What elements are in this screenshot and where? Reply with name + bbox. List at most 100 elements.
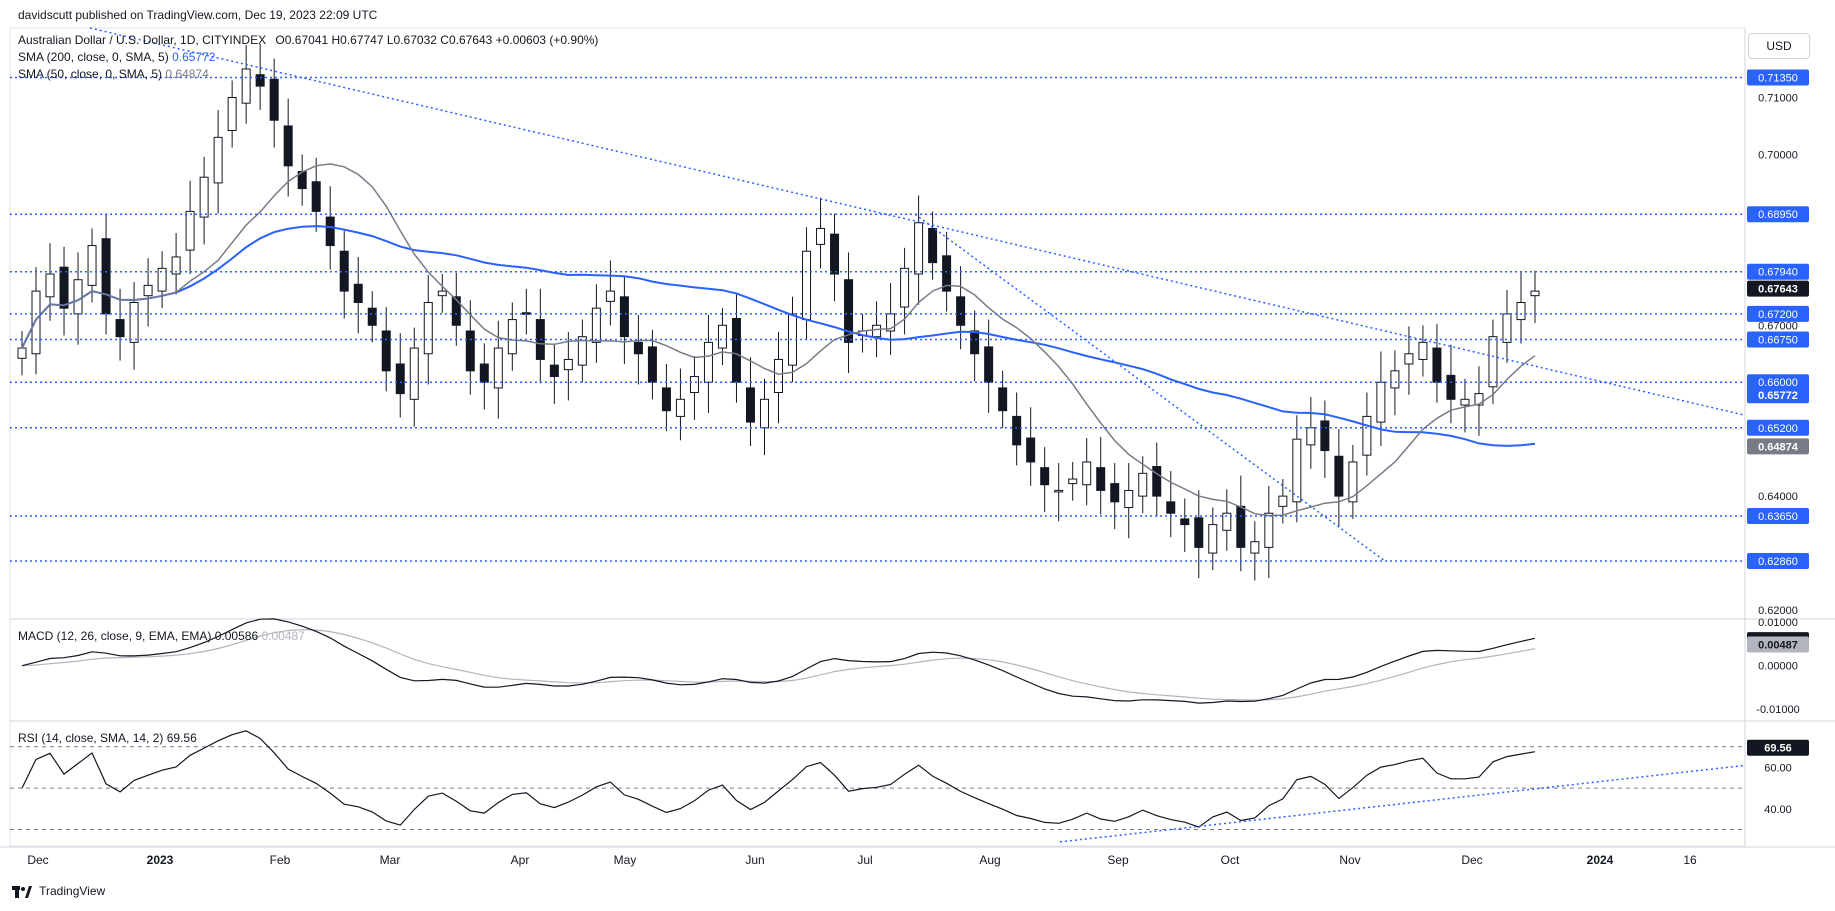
macd-signal-value: 0.00487 [261,629,305,643]
candle [45,273,55,298]
candle [227,96,237,132]
candle [1348,461,1358,503]
candle [563,358,573,371]
candle [409,347,419,400]
ohlc-high: H0.67747 [331,33,384,47]
value-tag-label: 0.65772 [1758,390,1798,402]
sma200-value: 0.65772 [172,50,216,64]
macd-line [21,618,1536,704]
sma200-line [21,225,1536,447]
rsi-legend[interactable]: RSI (14, close, SMA, 14, 2) 69.56 [18,731,197,746]
rsi-value-tag [1747,739,1809,756]
time-tick-label: Dec [27,853,48,867]
candle [1138,472,1148,497]
value-tag-label: 0.64874 [1758,441,1799,453]
candle [1250,541,1260,554]
level-tag-label: 0.67940 [1758,267,1798,279]
level-tag [1747,263,1809,280]
time-tick-label: 2024 [1587,853,1614,867]
candle [283,125,293,167]
sma50-value: 0.64874 [165,67,209,81]
candle [1152,466,1162,497]
candle [87,245,97,286]
candle [605,290,615,302]
candle [1502,313,1512,343]
candle [59,266,69,309]
candle [1292,438,1302,503]
price-axis: 0.71350 0.68950 0.67940 0.67200 0.66750 0.660… [1747,69,1809,617]
candle [1040,467,1050,486]
candles [17,43,1540,581]
price-tick-label: 0.70000 [1758,149,1798,161]
time-tick-label: 16 [1683,853,1697,867]
macd-tick-label: -0.01000 [1756,704,1799,716]
time-tick-label: Sep [1107,853,1129,867]
price-legend[interactable]: Australian Dollar / U.S. Dollar, 1D, CIT… [18,33,598,48]
ohlc-close: C0.67643 [440,33,493,47]
level-tag-label: 0.68950 [1758,209,1798,221]
candle [956,296,966,326]
candle [493,347,503,389]
candle [241,68,251,104]
time-tick-label: Dec [1461,853,1482,867]
value-tag [1747,387,1809,404]
candle [129,301,139,343]
candle [1026,437,1036,463]
price-tick-label: 0.71000 [1758,92,1798,104]
candle [549,364,559,378]
candle [1096,467,1106,491]
trendline-steep [914,213,1386,562]
currency-button[interactable]: USD [1748,33,1810,59]
ohlc-change: +0.00603 (+0.90%) [495,33,599,47]
candle [381,330,391,372]
rsi-value-tag-label: 69.56 [1764,743,1792,755]
candle [269,78,279,121]
tradingview-footer[interactable]: TradingView [12,884,105,898]
footer-brand: TradingView [39,884,106,898]
sma50-legend[interactable]: SMA (50, close, 0, SMA, 5) 0.64874 [18,67,209,82]
candle [1530,290,1540,297]
sma50-label: SMA (50, close, 0, SMA, 5) [18,67,163,81]
candle [115,319,125,338]
ohlc-open: O0.67041 [275,33,329,47]
candle [465,330,475,372]
candle [423,301,433,355]
candle [31,290,41,355]
sma200-label: SMA (200, close, 0, SMA, 5) [18,50,169,64]
symbol-title: Australian Dollar / U.S. Dollar, 1D, CIT… [18,33,267,47]
candle [661,387,671,412]
candle [1516,301,1526,321]
candle [73,279,83,315]
candle [1446,374,1456,400]
candle [1376,381,1386,423]
macd-tick-label: 0.01000 [1758,617,1798,629]
candle [367,307,377,326]
price-tick-label: 0.64000 [1758,491,1798,503]
macd-legend[interactable]: MACD (12, 26, close, 9, EMA, EMA) 0.0058… [18,629,305,644]
candle [1222,512,1232,531]
candle [395,363,405,395]
plot-frame [9,27,1746,847]
time-tick-label: 2023 [147,853,174,867]
candle [844,279,854,343]
value-tag [1747,280,1809,297]
level-tag [1747,305,1809,322]
candle [577,336,587,366]
candle [437,290,447,297]
level-tag-label: 0.62860 [1758,556,1798,568]
level-tag-label: 0.66000 [1758,377,1798,389]
candle [703,341,713,383]
rsi-trendline [1059,764,1746,843]
candle [591,307,601,343]
level-tag-label: 0.63650 [1758,511,1798,523]
time-tick-label: Apr [511,853,530,867]
sma200-legend[interactable]: SMA (200, close, 0, SMA, 5) 0.65772 [18,50,215,65]
candle [1124,489,1134,509]
level-tag-label: 0.66750 [1758,335,1798,347]
trendline-down [89,27,1746,416]
time-tick-label: Aug [979,853,1000,867]
candle [17,347,27,359]
candle [353,283,363,303]
candle [1194,517,1204,548]
